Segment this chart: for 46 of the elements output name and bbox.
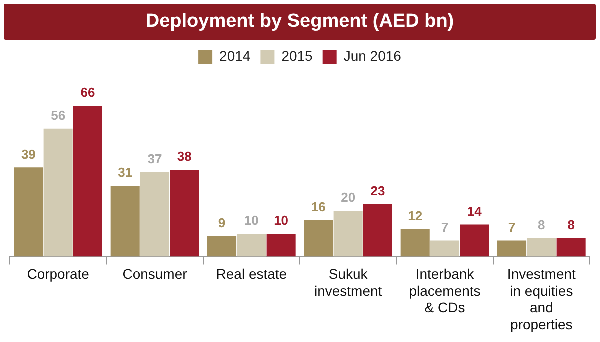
bar: [334, 211, 363, 257]
bar: [430, 240, 460, 257]
data-label: 38: [177, 149, 192, 164]
legend-label: 2015: [282, 48, 314, 64]
bar: [73, 106, 103, 257]
data-label: 8: [538, 218, 546, 233]
data-label: 8: [568, 218, 575, 233]
data-label: 9: [218, 215, 226, 230]
data-label: 7: [508, 220, 516, 235]
legend-label: 2014: [220, 48, 251, 64]
x-tick-label: Interbank placements & CDs: [409, 266, 481, 316]
x-tick-label: Investment in equities and properties: [507, 266, 576, 332]
bar: [14, 168, 44, 257]
data-label: 39: [21, 146, 36, 162]
bar: [110, 186, 140, 257]
data-label: 7: [441, 220, 449, 235]
bar: [556, 238, 586, 257]
data-label: 12: [408, 208, 423, 224]
bar: [460, 224, 490, 257]
bar: [497, 240, 527, 257]
bar: [44, 128, 73, 257]
x-tick-label: Consumer: [122, 266, 188, 282]
bar: [140, 172, 170, 257]
data-label: 66: [80, 85, 96, 100]
bar: [400, 229, 430, 257]
data-label: 16: [311, 199, 326, 214]
bar: [363, 204, 393, 257]
data-label: 14: [467, 204, 483, 219]
data-label: 37: [148, 151, 162, 166]
data-label: 56: [51, 108, 66, 123]
bar: [237, 234, 266, 257]
legend-label: Jun 2016: [344, 48, 402, 64]
data-label: 10: [244, 213, 259, 228]
data-label: 31: [118, 165, 133, 180]
data-label: 23: [370, 183, 386, 198]
x-tick-label: Sukuk investment: [314, 266, 382, 299]
x-tick-label: Real estate: [216, 266, 288, 282]
bar: [527, 238, 556, 257]
data-label: 10: [274, 213, 289, 228]
bar: [304, 220, 334, 257]
bar: [170, 170, 200, 257]
chart-title: Deployment by Segment (AED bn): [146, 11, 454, 32]
bar: [266, 234, 296, 257]
x-tick-label: Corporate: [27, 266, 90, 282]
bar: [207, 236, 237, 257]
data-label: 20: [341, 190, 356, 206]
